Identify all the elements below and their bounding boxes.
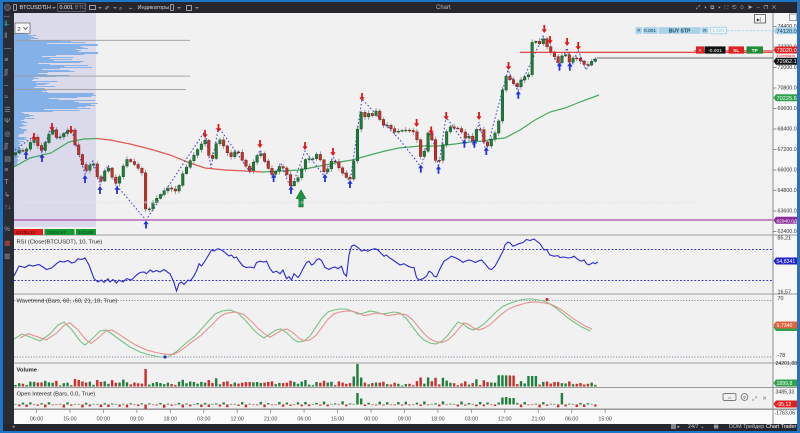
svg-text:9,7340: 9,7340 bbox=[777, 323, 793, 329]
svg-text:06:00: 06:00 bbox=[30, 417, 44, 423]
svg-text:64800.0: 64800.0 bbox=[778, 188, 797, 194]
svg-text:2: 2 bbox=[17, 27, 20, 33]
svg-text:•••: ••• bbox=[728, 396, 732, 400]
svg-text:TP: TP bbox=[752, 48, 759, 54]
svg-text:0.001: 0.001 bbox=[644, 28, 656, 34]
svg-text:69600.0: 69600.0 bbox=[778, 106, 797, 112]
svg-text:⤢: ⤢ bbox=[753, 396, 758, 403]
svg-text:85,21: 85,21 bbox=[778, 236, 792, 242]
svg-text:16,57: 16,57 bbox=[778, 289, 792, 295]
svg-text:3485,33: 3485,33 bbox=[776, 389, 795, 395]
svg-text:-1763,06: -1763,06 bbox=[775, 411, 796, 417]
svg-text:03:00: 03:00 bbox=[465, 417, 479, 423]
svg-text:72962.1: 72962.1 bbox=[777, 59, 797, 65]
svg-text:12:00: 12:00 bbox=[230, 417, 244, 423]
svg-text:70: 70 bbox=[778, 296, 784, 302]
svg-text:70225.6: 70225.6 bbox=[777, 96, 797, 102]
svg-text:70800.0: 70800.0 bbox=[778, 86, 797, 92]
svg-text:03:00: 03:00 bbox=[197, 417, 211, 423]
svg-text:4 контракта: 4 контракта bbox=[777, 54, 795, 58]
svg-text:SL: SL bbox=[733, 48, 739, 54]
svg-text:✕: ✕ bbox=[698, 48, 702, 53]
svg-text:74400.0: 74400.0 bbox=[778, 24, 797, 30]
svg-text:notleft ld statlastlastlas sn: notleft ld statlastlastlas sn mollend no… bbox=[20, 200, 699, 205]
svg-text:RSI (Close(BTCUSDT), 10, True): RSI (Close(BTCUSDT), 10, True) bbox=[17, 240, 103, 246]
svg-text:66000.0: 66000.0 bbox=[778, 168, 797, 174]
svg-text:63155,31: 63155,31 bbox=[16, 230, 36, 235]
svg-text:74120.0: 74120.0 bbox=[777, 29, 797, 35]
svg-text:73020.0: 73020.0 bbox=[777, 48, 797, 54]
svg-text:06:00: 06:00 bbox=[297, 417, 311, 423]
svg-text:74001,97: 74001,97 bbox=[47, 230, 67, 235]
svg-text:18:00: 18:00 bbox=[164, 417, 178, 423]
svg-text:-78: -78 bbox=[778, 353, 786, 359]
svg-text:67200.0: 67200.0 bbox=[778, 147, 797, 153]
svg-text:-0.001: -0.001 bbox=[708, 48, 722, 54]
svg-text:1 AVG: 1 AVG bbox=[712, 28, 725, 33]
svg-text:12:00: 12:00 bbox=[498, 417, 512, 423]
svg-text:72000.0: 72000.0 bbox=[778, 65, 797, 71]
svg-text:24201,88: 24201,88 bbox=[776, 361, 798, 367]
svg-text:21:00: 21:00 bbox=[532, 417, 546, 423]
svg-text:BUY STP: BUY STP bbox=[669, 28, 691, 34]
svg-text:21:00: 21:00 bbox=[264, 417, 278, 423]
svg-text:✕: ✕ bbox=[637, 28, 641, 33]
svg-text:62400.0: 62400.0 bbox=[778, 229, 797, 235]
svg-text:15:00: 15:00 bbox=[598, 417, 612, 423]
svg-text:15:00: 15:00 bbox=[63, 417, 77, 423]
svg-text:-95,12: -95,12 bbox=[777, 402, 792, 408]
svg-text:Ф: Ф bbox=[743, 395, 746, 400]
svg-text:1899,8: 1899,8 bbox=[777, 381, 793, 387]
svg-text:09:00: 09:00 bbox=[130, 417, 144, 423]
svg-text:Volume: Volume bbox=[17, 368, 38, 374]
svg-text:63600.0: 63600.0 bbox=[778, 209, 797, 215]
svg-text:09:00: 09:00 bbox=[398, 417, 412, 423]
svg-text:R: R bbox=[703, 28, 707, 34]
svg-text:▶▏: ▶▏ bbox=[757, 17, 763, 22]
svg-text:62940.0ДА: 62940.0ДА bbox=[777, 218, 800, 224]
svg-text:✕: ✕ bbox=[762, 396, 767, 402]
svg-text:68400.0: 68400.0 bbox=[778, 127, 797, 133]
svg-text:Wavetrend (Bars, 60, -60, 21,: Wavetrend (Bars, 60, -60, 21, 10, True) bbox=[17, 299, 118, 305]
svg-text:18:00: 18:00 bbox=[431, 417, 445, 423]
svg-text:142168: 142168 bbox=[78, 230, 94, 235]
svg-text:54,8341: 54,8341 bbox=[777, 259, 796, 265]
svg-text:Open Interest (Bars, 0.0, True: Open Interest (Bars, 0.0, True) bbox=[17, 392, 96, 398]
svg-text:00:00: 00:00 bbox=[364, 417, 378, 423]
svg-text:00:00: 00:00 bbox=[97, 417, 111, 423]
svg-text:15:00: 15:00 bbox=[331, 417, 345, 423]
svg-text:06:00: 06:00 bbox=[565, 417, 579, 423]
